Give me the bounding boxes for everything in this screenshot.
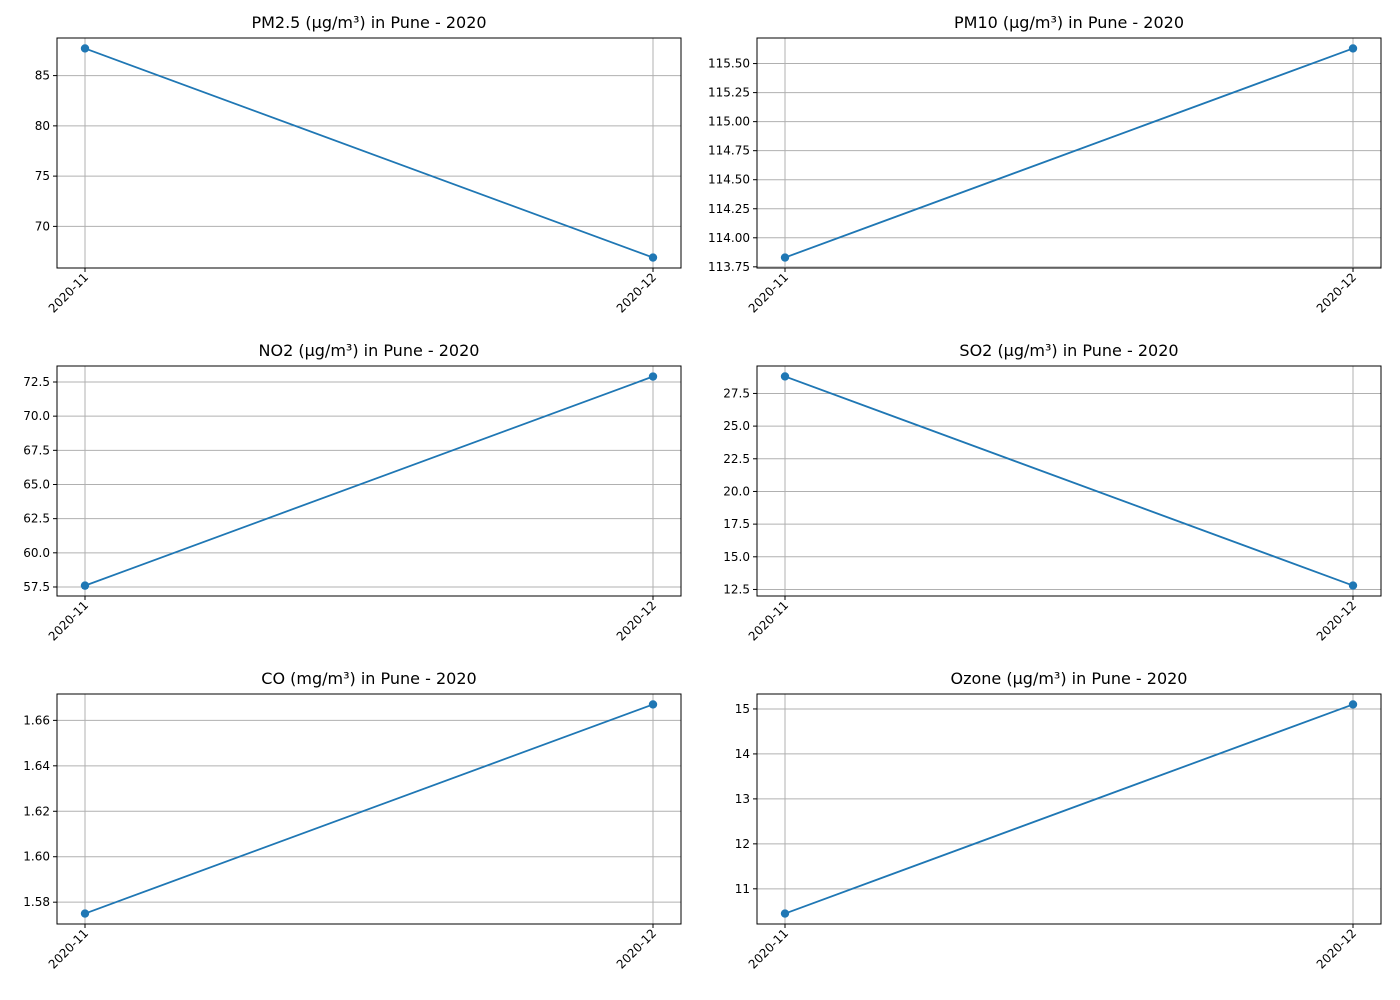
y-tick-label: 114.50 xyxy=(708,173,750,187)
y-tick-label: 1.64 xyxy=(23,759,50,773)
axes-frame xyxy=(56,365,682,597)
x-tick-label: 2020-11 xyxy=(746,598,791,643)
y-tick-label: 75 xyxy=(35,169,50,183)
chart-panel-3: NO2 (µg/m³) in Pune - 2020 57.5 60.0 62.5 65… xyxy=(23,341,682,644)
y-tick-label: 27.5 xyxy=(723,386,750,400)
chart-title: NO2 (µg/m³) in Pune - 2020 xyxy=(259,341,480,360)
data-point xyxy=(780,909,790,918)
x-tick-label: 2020-12 xyxy=(1314,926,1359,971)
y-tick-label: 17.5 xyxy=(723,517,750,531)
chart-panel-4: SO2 (µg/m³) in Pune - 2020 12.5 15.0 17.5 20… xyxy=(723,341,1382,644)
y-tick-label: 114.75 xyxy=(708,144,750,158)
series-line xyxy=(784,47,1354,259)
y-tick-label: 114.00 xyxy=(708,231,750,245)
x-tick-label: 2020-12 xyxy=(1314,270,1359,315)
data-point xyxy=(648,700,658,709)
y-tick-label: 60.0 xyxy=(23,546,50,560)
axes-frame xyxy=(56,37,682,269)
y-tick-label: 14 xyxy=(735,747,750,761)
x-tick-label: 2020-11 xyxy=(46,270,91,315)
data-point xyxy=(780,372,790,381)
y-tick-label: 11 xyxy=(735,882,750,896)
x-tick-label: 2020-12 xyxy=(614,926,659,971)
series-line xyxy=(84,375,654,587)
chart-title: PM2.5 (µg/m³) in Pune - 2020 xyxy=(251,13,486,32)
y-tick-label: 57.5 xyxy=(23,580,50,594)
y-tick-label: 70.0 xyxy=(23,409,50,423)
series-line xyxy=(84,47,654,259)
y-tick-label: 1.60 xyxy=(23,850,50,864)
series-line xyxy=(784,703,1354,915)
x-tick-label: 2020-11 xyxy=(46,598,91,643)
data-point xyxy=(80,581,90,590)
y-tick-label: 115.50 xyxy=(708,57,750,71)
y-tick-label: 20.0 xyxy=(723,484,750,498)
y-tick-label: 22.5 xyxy=(723,452,750,466)
y-tick-label: 115.25 xyxy=(708,86,750,100)
y-tick-label: 72.5 xyxy=(23,375,50,389)
y-tick-label: 1.62 xyxy=(23,804,50,818)
axes-frame xyxy=(756,693,1382,925)
x-tick-label: 2020-12 xyxy=(614,270,659,315)
series-line xyxy=(84,703,654,915)
y-tick-label: 80 xyxy=(35,119,50,133)
axes-frame xyxy=(756,365,1382,597)
axes-frame xyxy=(56,693,682,925)
data-point xyxy=(648,372,658,381)
data-point xyxy=(80,44,90,53)
x-tick-label: 2020-11 xyxy=(46,926,91,971)
data-point xyxy=(1348,581,1358,590)
y-tick-label: 62.5 xyxy=(23,512,50,526)
chart-panel-1: PM2.5 (µg/m³) in Pune - 2020 70 75 80 85 2020… xyxy=(35,13,682,316)
y-tick-label: 12.5 xyxy=(723,582,750,596)
y-tick-label: 70 xyxy=(35,219,50,233)
y-tick-label: 115.00 xyxy=(708,115,750,129)
chart-title: CO (mg/m³) in Pune - 2020 xyxy=(261,669,476,688)
y-tick-label: 12 xyxy=(735,837,750,851)
y-tick-label: 1.66 xyxy=(23,713,50,727)
data-point xyxy=(1348,44,1358,53)
x-tick-label: 2020-12 xyxy=(1314,598,1359,643)
series-line xyxy=(784,375,1354,587)
chart-title: PM10 (µg/m³) in Pune - 2020 xyxy=(954,13,1184,32)
y-tick-label: 67.5 xyxy=(23,443,50,457)
x-tick-label: 2020-11 xyxy=(746,270,791,315)
y-tick-label: 65.0 xyxy=(23,477,50,491)
y-tick-label: 113.75 xyxy=(708,260,750,274)
y-tick-label: 13 xyxy=(735,792,750,806)
chart-panel-5: CO (mg/m³) in Pune - 2020 1.58 1.60 1.62 1.6… xyxy=(23,669,682,972)
y-tick-label: 85 xyxy=(35,69,50,83)
y-tick-label: 15 xyxy=(735,702,750,716)
data-point xyxy=(780,253,790,262)
y-tick-label: 114.25 xyxy=(708,202,750,216)
y-tick-label: 1.58 xyxy=(23,895,50,909)
chart-title: Ozone (µg/m³) in Pune - 2020 xyxy=(951,669,1188,688)
x-tick-label: 2020-12 xyxy=(614,598,659,643)
chart-panel-2: PM10 (µg/m³) in Pune - 2020 113.75 114.00 1… xyxy=(708,13,1382,316)
data-point xyxy=(1348,700,1358,709)
data-point xyxy=(80,909,90,918)
y-tick-label: 15.0 xyxy=(723,550,750,564)
y-tick-label: 25.0 xyxy=(723,419,750,433)
data-point xyxy=(648,253,658,262)
axes-frame xyxy=(756,37,1382,269)
x-tick-label: 2020-11 xyxy=(746,926,791,971)
chart-title: SO2 (µg/m³) in Pune - 2020 xyxy=(959,341,1178,360)
chart-panel-6: Ozone (µg/m³) in Pune - 2020 11 12 13 14 15 20… xyxy=(735,669,1382,972)
